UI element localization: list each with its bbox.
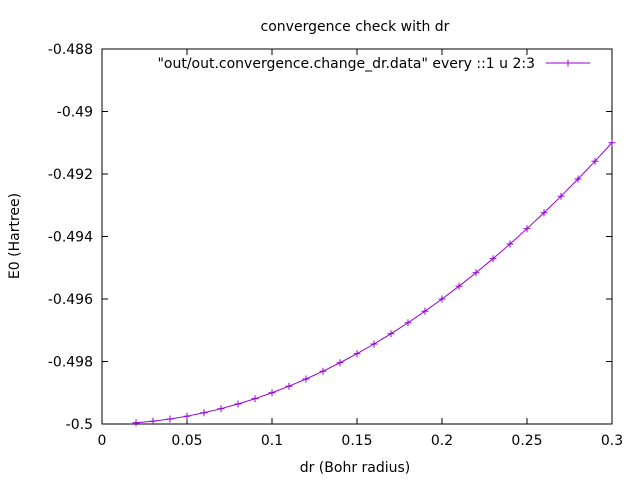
data-point	[132, 419, 140, 427]
y-tick-label: -0.5	[66, 417, 93, 433]
data-point	[557, 192, 565, 200]
plot-border	[101, 48, 613, 425]
data-point	[285, 382, 293, 390]
y-tick-label: -0.49	[57, 105, 93, 121]
data-point	[336, 359, 344, 367]
x-tick-label: 0.3	[601, 433, 623, 449]
data-point	[455, 282, 463, 290]
x-tick-label: 0.25	[511, 433, 542, 449]
y-tick-label: -0.496	[48, 292, 93, 308]
data-point	[540, 209, 548, 217]
x-tick-label: 0	[98, 433, 107, 449]
x-tick-label: 0.15	[341, 433, 372, 449]
x-axis-label: dr (Bohr radius)	[300, 460, 411, 476]
data-point	[472, 269, 480, 277]
y-tick-label: -0.492	[48, 167, 93, 183]
data-point	[234, 400, 242, 408]
series-layer	[132, 139, 616, 427]
series-line-0	[135, 142, 613, 424]
data-point	[166, 415, 174, 423]
legend-marker-0	[564, 59, 572, 67]
y-axis: -0.5 -0.498 -0.496 -0.494 -0.492 -0.49 -0.488	[48, 42, 612, 433]
data-point	[387, 330, 395, 338]
data-point	[421, 307, 429, 315]
data-point	[574, 175, 582, 183]
data-point	[200, 409, 208, 417]
y-tick-label: -0.498	[48, 355, 93, 371]
y-tick-label: -0.494	[48, 230, 93, 246]
data-point	[319, 367, 327, 375]
chart-title: convergence check with dr	[261, 19, 450, 35]
data-point	[268, 389, 276, 397]
x-tick-label: 0.05	[171, 433, 202, 449]
y-axis-label: E0 (Hartree)	[7, 193, 23, 279]
data-point	[608, 139, 616, 147]
data-point	[404, 319, 412, 327]
data-point	[591, 157, 599, 165]
x-axis: 0 0.05 0.1 0.15 0.2 0.25 0.3	[98, 49, 623, 449]
data-point	[251, 395, 259, 403]
legend-label-0: "out/out.convergence.change_dr.data" eve…	[157, 56, 535, 72]
data-point	[438, 295, 446, 303]
x-tick-label: 0.2	[431, 433, 453, 449]
data-point	[302, 375, 310, 383]
data-point	[523, 225, 531, 233]
data-point	[489, 255, 497, 263]
legend: "out/out.convergence.change_dr.data" eve…	[157, 56, 590, 72]
y-tick-label: -0.488	[48, 42, 93, 58]
data-point	[149, 417, 157, 425]
data-point	[370, 340, 378, 348]
plot-frame	[101, 48, 613, 425]
x-tick-label: 0.1	[261, 433, 283, 449]
data-point	[506, 240, 514, 248]
data-point	[183, 412, 191, 420]
data-point	[353, 350, 361, 358]
data-point	[217, 405, 225, 413]
